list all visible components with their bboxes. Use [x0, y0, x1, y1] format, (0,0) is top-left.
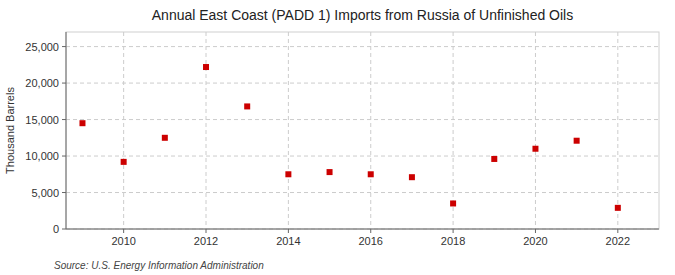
grid-line [66, 229, 659, 230]
point [491, 156, 497, 162]
tick-label: 2014 [276, 235, 300, 247]
tick-mark [206, 229, 207, 233]
y-axis-line [66, 32, 67, 229]
tick-label: 0 [53, 223, 59, 235]
tick-label: 2010 [111, 235, 135, 247]
y-axis-label: Thousand Barrels [4, 87, 16, 174]
point [368, 171, 374, 177]
tick-label: 2012 [194, 235, 218, 247]
point [450, 200, 456, 206]
grid-line [370, 32, 371, 229]
grid-line [66, 192, 659, 193]
tick-mark [62, 229, 66, 230]
tick-label: 2020 [523, 235, 547, 247]
grid-line [66, 156, 659, 157]
point [615, 205, 621, 211]
tick-label: 15,000 [25, 114, 59, 126]
point [203, 64, 209, 70]
tick-label: 2018 [441, 235, 465, 247]
tick-label: 5,000 [31, 187, 59, 199]
tick-mark [123, 229, 124, 233]
tick-mark [62, 192, 66, 193]
grid-line [535, 32, 536, 229]
tick-label: 2016 [358, 235, 382, 247]
tick-mark [370, 229, 371, 233]
grid-line [288, 32, 289, 229]
tick-mark [535, 229, 536, 233]
tick-mark [62, 46, 66, 47]
tick-mark [617, 229, 618, 233]
source-note: Source: U.S. Energy Information Administ… [54, 260, 264, 271]
tick-mark [62, 83, 66, 84]
tick-mark [453, 229, 454, 233]
point [409, 174, 415, 180]
point [574, 138, 580, 144]
tick-label: 2022 [606, 235, 630, 247]
tick-mark [62, 119, 66, 120]
tick-label: 10,000 [25, 150, 59, 162]
tick-mark [288, 229, 289, 233]
grid-line [66, 119, 659, 120]
point [327, 169, 333, 175]
x-axis-line [66, 229, 659, 230]
plot-frame [66, 32, 659, 229]
tick-label: 25,000 [25, 41, 59, 53]
tick-label: 20,000 [25, 77, 59, 89]
point [244, 103, 250, 109]
axes: 0 5,000 10,000 15,000 20,000 25,000 2010 2012 20… [25, 32, 659, 247]
grid-line [617, 32, 618, 229]
grid [66, 32, 659, 229]
point [162, 135, 168, 141]
grid-line [453, 32, 454, 229]
point [532, 146, 538, 152]
point [79, 120, 85, 126]
title: Annual East Coast (PADD 1) Imports from … [152, 7, 573, 23]
grid-line [66, 83, 659, 84]
grid-line [66, 46, 659, 47]
tick-mark [62, 156, 66, 157]
point [285, 171, 291, 177]
grid-line [206, 32, 207, 229]
grid-line [123, 32, 124, 229]
points [79, 64, 620, 211]
point [121, 159, 127, 165]
chart: 0 5,000 10,000 15,000 20,000 25,000 2010 2012 20… [0, 0, 675, 275]
